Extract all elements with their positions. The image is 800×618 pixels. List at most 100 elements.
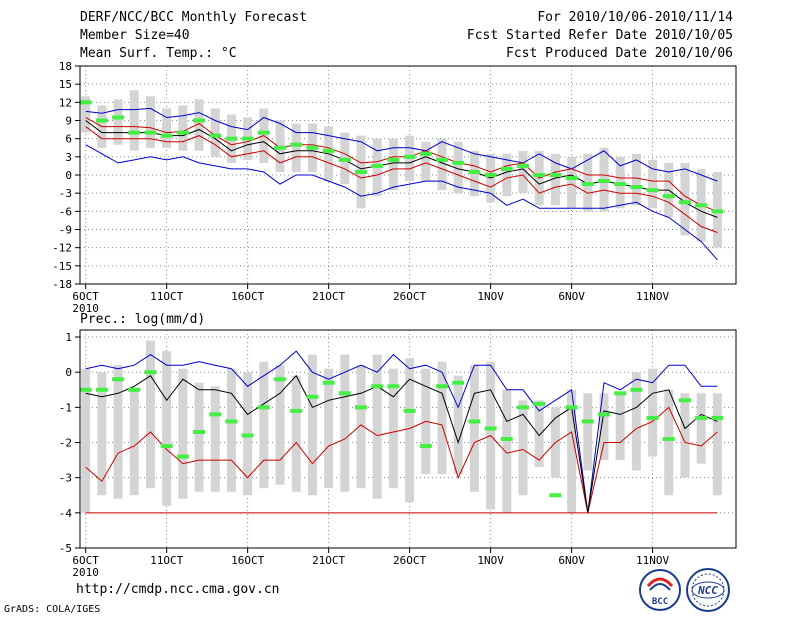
member-size-label: Member Size=40 (80, 28, 190, 43)
temp-box (129, 90, 139, 151)
precip-obs-marker (662, 437, 675, 441)
precip-obs-marker (225, 419, 238, 424)
precip-ytick-label: -3 (59, 472, 72, 485)
precip-box (648, 368, 658, 457)
temp-box (145, 96, 155, 148)
temp-xtick-label: 1NOV (477, 290, 504, 303)
precip-obs-marker (630, 387, 643, 392)
precip-obs-marker (436, 384, 449, 389)
precip-box (712, 393, 722, 496)
precip-box (372, 354, 382, 499)
temp-obs-marker (290, 142, 303, 147)
temp-ytick-label: 18 (59, 60, 72, 73)
precip-xtick-label: 21OCT (312, 554, 345, 567)
temp-box (648, 159, 658, 209)
precip-obs-marker (452, 380, 465, 385)
temp-obs-marker (630, 185, 643, 190)
precip-ytick-label: -1 (59, 401, 72, 414)
temp-box (421, 141, 431, 182)
precip-box (405, 358, 415, 503)
temp-obs-marker (257, 130, 270, 135)
precip-obs-marker (581, 419, 594, 424)
precip-max-line (85, 350, 718, 513)
temp-box (680, 162, 690, 236)
precip-box (291, 375, 301, 492)
precip-box (113, 365, 123, 499)
precip-obs-marker (533, 401, 546, 406)
temp-obs-marker (678, 200, 691, 205)
temp-ytick-label: -18 (52, 278, 72, 291)
precip-box (388, 368, 398, 489)
precip-obs-marker (95, 387, 108, 392)
precip-obs-marker (711, 415, 724, 420)
temp-obs-marker (95, 118, 108, 123)
precip-ytick-label: -2 (59, 437, 72, 450)
temp-box (178, 105, 188, 151)
precip-obs-marker (241, 433, 254, 438)
temp-ytick-label: -12 (52, 242, 72, 255)
variable-label: Mean Surf. Temp.: °C (80, 46, 237, 61)
precip-ytick-label: -5 (59, 542, 72, 555)
precip-box (502, 389, 512, 513)
precip-obs-marker (112, 377, 125, 382)
precip-obs-marker (549, 493, 562, 498)
temp-box (502, 153, 512, 197)
temp-obs-marker (452, 160, 465, 165)
temp-ytick-label: 3 (65, 151, 72, 164)
precip-min-line (85, 406, 718, 513)
temp-obs-marker (403, 154, 416, 159)
temp-obs-marker (176, 130, 189, 135)
temp-obs-marker (193, 118, 206, 123)
precip-box (696, 393, 706, 464)
precip-box (437, 361, 447, 475)
precip-ytick-label: -4 (59, 507, 73, 520)
temp-obs-marker (695, 203, 708, 208)
footer-url[interactable]: http://cmdp.ncc.cma.gov.cn (76, 582, 280, 597)
temp-box (162, 108, 172, 148)
temp-ytick-label: 0 (65, 169, 72, 182)
temp-obs-marker (274, 145, 287, 150)
precip-box (631, 372, 641, 471)
temp-obs-marker (662, 194, 675, 199)
temp-obs-marker (306, 145, 319, 150)
temp-xtick-label: 6OCT (72, 290, 99, 303)
forecast-period: For 2010/10/06-2010/11/14 (537, 10, 733, 25)
precip-xtick-label: 11NOV (636, 554, 669, 567)
temp-obs-marker (614, 182, 627, 187)
precip-obs-marker (646, 415, 659, 420)
precip-box (340, 354, 350, 492)
temp-xtick-label: 16OCT (231, 290, 264, 303)
forecast-produced-date: Fcst Produced Date 2010/10/06 (506, 46, 733, 61)
precip-obs-marker (193, 429, 206, 434)
precip-panel-title: Prec.: log(mm/d) (80, 312, 206, 327)
precip-xtick-label: 1NOV (477, 554, 504, 567)
precip-obs-marker (500, 437, 513, 441)
temp-obs-marker (500, 166, 513, 171)
precip-obs-marker (338, 391, 351, 396)
precip-obs-marker (322, 380, 335, 385)
precip-ytick-label: 0 (65, 366, 72, 379)
temp-xtick-label: 26OCT (393, 290, 426, 303)
temp-box (81, 96, 91, 133)
temp-ytick-label: 12 (59, 96, 72, 109)
temp-box (388, 138, 398, 191)
precip-xtick-label: 26OCT (393, 554, 426, 567)
precip-box (194, 382, 204, 492)
precip-obs-marker (597, 412, 610, 417)
temp-obs-marker (387, 157, 400, 162)
precip-obs-marker (144, 370, 157, 375)
precip-box (145, 340, 155, 489)
precip-box (97, 372, 107, 496)
temp-lower-line (85, 126, 718, 233)
precip-obs-marker (306, 394, 319, 399)
precip-box (259, 361, 269, 489)
precip-xtick-label: 16OCT (231, 554, 264, 567)
precip-obs-marker (403, 408, 416, 413)
temp-box (291, 123, 301, 172)
precip-box (162, 351, 172, 506)
precip-box (453, 375, 463, 475)
temp-upper-line (85, 117, 718, 212)
temp-xtick-label: 11NOV (636, 290, 669, 303)
temp-xtick-label: 6NOV (558, 290, 585, 303)
